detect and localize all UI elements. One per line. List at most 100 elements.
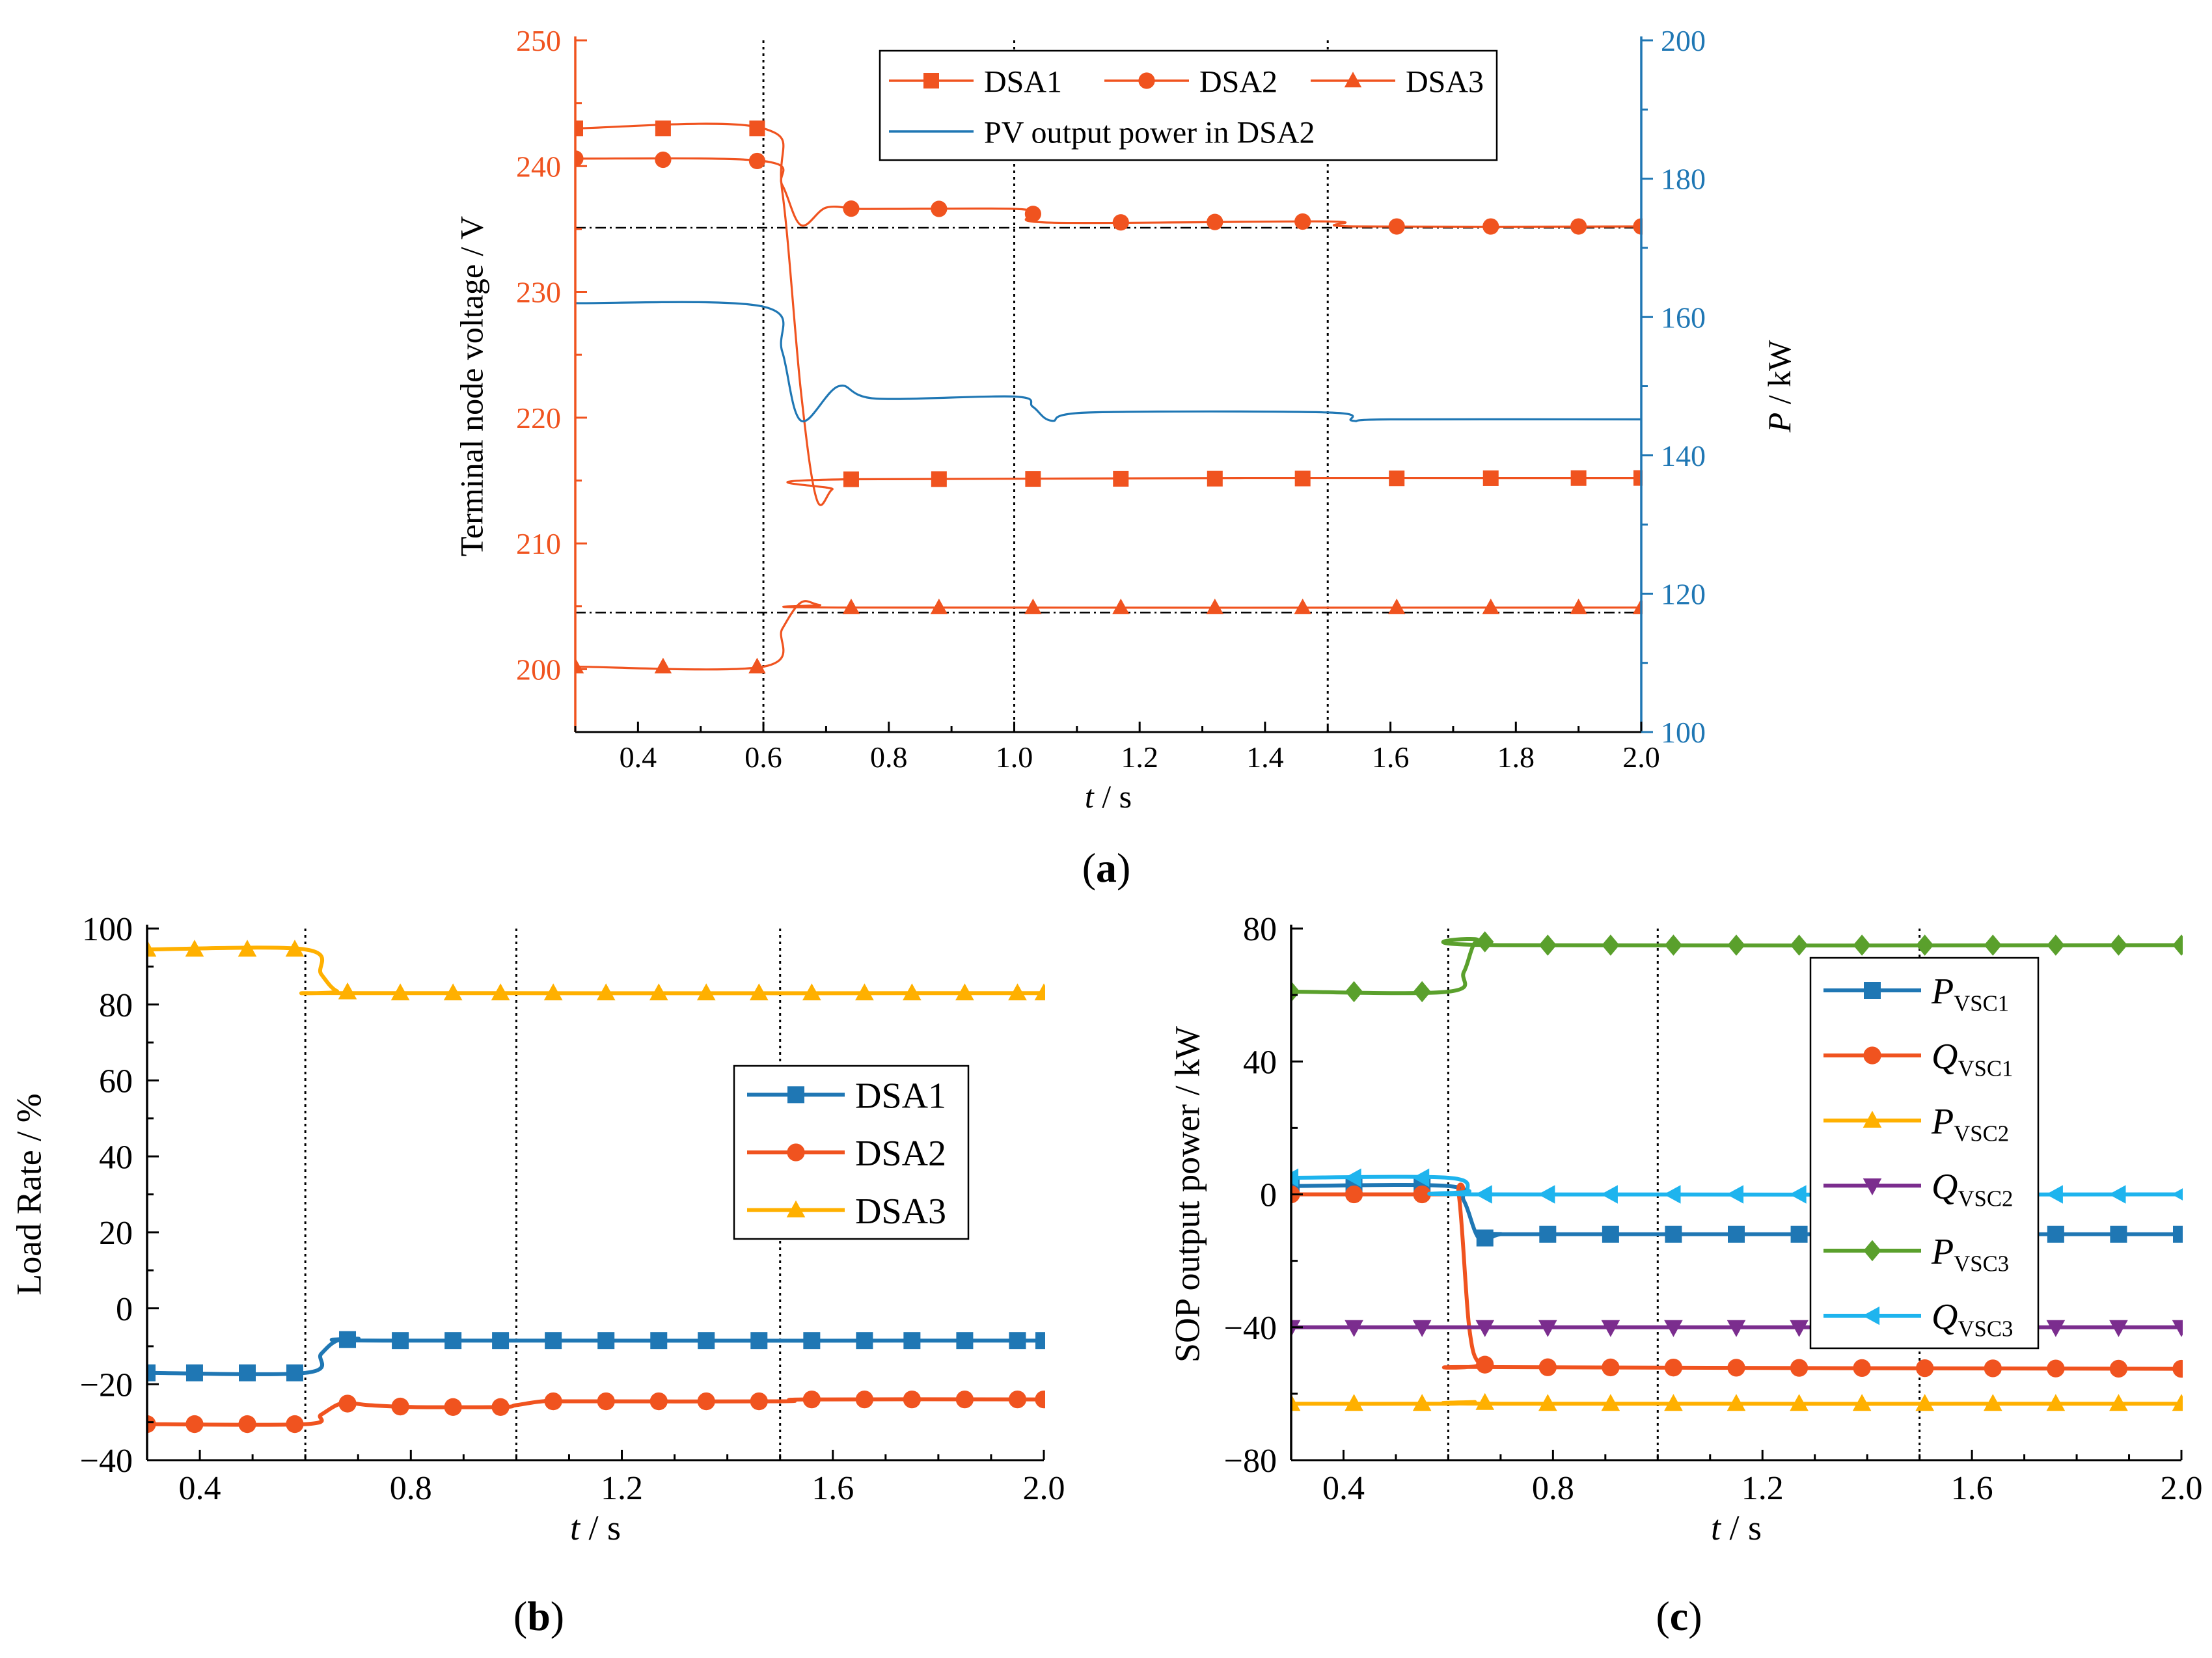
y-right-tick-label: 160 bbox=[1661, 301, 1706, 334]
series-marker-dsa3-8 bbox=[543, 983, 563, 1001]
y-right-tick-label: 200 bbox=[1661, 24, 1706, 57]
x-tick-label: 2.0 bbox=[1023, 1470, 1065, 1507]
series-marker-dsa2-14 bbox=[855, 1390, 874, 1409]
series-marker-pvsc3-8 bbox=[1790, 934, 1809, 956]
series-line-dsa1 bbox=[575, 122, 1642, 506]
series-marker-pvsc3-7 bbox=[1727, 934, 1745, 956]
series-marker-qvsc3-5 bbox=[1600, 1185, 1618, 1204]
series-marker-pvsc2-6 bbox=[1664, 1394, 1683, 1411]
series-marker-pvsc2-11 bbox=[1984, 1394, 2002, 1411]
series-marker-pvsc1-6 bbox=[1665, 1225, 1682, 1243]
series-marker-pvsc1-7 bbox=[1728, 1225, 1745, 1243]
x-tick-label: 1.0 bbox=[996, 741, 1033, 774]
y-tick-label: 40 bbox=[1243, 1044, 1277, 1081]
y-tick-label: −40 bbox=[80, 1443, 133, 1480]
series-marker-pvsc2-3 bbox=[1475, 1393, 1495, 1410]
series-marker-qvsc3-6 bbox=[1663, 1185, 1681, 1204]
y-tick-label: −40 bbox=[1224, 1310, 1277, 1347]
series-marker-qvsc1-8 bbox=[1790, 1359, 1809, 1377]
series-marker-qvsc3-1 bbox=[1344, 1168, 1361, 1188]
series-marker-dsa2-10 bbox=[649, 1392, 668, 1411]
series-marker-dsa3-12 bbox=[749, 983, 769, 1001]
y-tick-label: 20 bbox=[99, 1215, 133, 1252]
x-tick-label: 0.4 bbox=[620, 741, 657, 774]
x-tick-label: 1.8 bbox=[1497, 741, 1535, 774]
series-marker-dsa3-11 bbox=[1570, 598, 1587, 614]
series-marker-dsa1-9 bbox=[1389, 470, 1405, 487]
panel-c-sop-power-chart: 0.4 0.8 1.2 1.6 2.0 −80 −40 0 40 80 t / s SOP outpu… bbox=[1167, 911, 2202, 1639]
series-marker-dsa1-17 bbox=[1009, 1332, 1026, 1350]
series-marker-qvsc2-0 bbox=[1291, 1320, 1301, 1337]
series-marker-dsa1-8 bbox=[545, 1332, 562, 1350]
x-tick-label: 1.6 bbox=[1951, 1470, 1993, 1507]
series-marker-qvsc2-6 bbox=[1664, 1320, 1683, 1337]
series-marker-dsa3-17 bbox=[1008, 983, 1027, 1001]
panel-b-load-rate-chart: 0.4 0.8 1.2 1.6 2.0 −40 −20 0 20 40 60 80 100 t / s Lo… bbox=[9, 911, 1065, 1639]
plot-area-b bbox=[147, 940, 1045, 1434]
series-marker-pvsc3-4 bbox=[1538, 934, 1557, 956]
legend-entry-label: PV output power in DSA2 bbox=[984, 115, 1315, 150]
series-marker-dsa1-9 bbox=[597, 1332, 615, 1350]
legend-swatch-marker bbox=[1863, 1306, 1880, 1325]
series-marker-pvsc2-9 bbox=[1852, 1394, 1872, 1411]
legend-entry-label: PVSC2 bbox=[1931, 1102, 2009, 1146]
series-marker-pvsc2-12 bbox=[2046, 1394, 2066, 1411]
panel-label-c: (c) bbox=[1656, 1593, 1702, 1639]
series-marker-dsa1-7 bbox=[492, 1332, 510, 1350]
legend-swatch-marker bbox=[786, 1200, 806, 1217]
series-marker-dsa3-5 bbox=[1024, 598, 1042, 614]
series-marker-pvsc1-8 bbox=[1790, 1225, 1808, 1243]
series-marker-pvsc1-13 bbox=[2110, 1225, 2127, 1243]
y-tick-label: 100 bbox=[82, 911, 133, 948]
legend-entry-label: QVSC3 bbox=[1932, 1297, 2013, 1341]
x-tick-label: 0.4 bbox=[179, 1470, 221, 1507]
x-tick-label: 1.4 bbox=[1246, 741, 1284, 774]
legend-swatch-marker bbox=[1863, 1046, 1881, 1065]
series-marker-dsa3-7 bbox=[1206, 598, 1223, 614]
series-marker-qvsc3-14 bbox=[2172, 1188, 2183, 1201]
series-marker-qvsc1-7 bbox=[1727, 1359, 1745, 1377]
y-tick-label: 220 bbox=[516, 401, 561, 435]
x-tick-label: 2.0 bbox=[2161, 1470, 2203, 1507]
y-tick-label: 40 bbox=[99, 1139, 133, 1176]
y-tick-label: 250 bbox=[516, 24, 561, 57]
x-tick-label: 0.6 bbox=[744, 741, 782, 774]
series-marker-qvsc2-1 bbox=[1345, 1320, 1363, 1337]
series-marker-dsa2-18 bbox=[1035, 1390, 1045, 1409]
series-marker-dsa3-7 bbox=[491, 983, 510, 1001]
series-marker-pvsc3-1 bbox=[1345, 981, 1363, 1003]
legend-entry-label: DSA3 bbox=[1406, 64, 1484, 99]
series-marker-dsa1-2 bbox=[239, 1364, 256, 1381]
series-marker-qvsc1-2 bbox=[1413, 1185, 1431, 1204]
x-tick-label: 1.2 bbox=[601, 1470, 643, 1507]
y-tick-label: 60 bbox=[99, 1063, 133, 1100]
series-marker-pvsc2-14 bbox=[2172, 1394, 2183, 1411]
series-marker-pvsc2-1 bbox=[1345, 1394, 1363, 1411]
series-marker-qvsc3-13 bbox=[2109, 1185, 2126, 1204]
legend-swatch-marker bbox=[1864, 982, 1881, 999]
series-marker-dsa2-3 bbox=[286, 1415, 304, 1434]
series-marker-dsa2-4 bbox=[931, 200, 948, 217]
series-marker-dsa2-6 bbox=[444, 1398, 462, 1416]
series-marker-qvsc2-5 bbox=[1601, 1320, 1620, 1337]
series-marker-pvsc2-0 bbox=[1291, 1394, 1301, 1411]
series-marker-qvsc2-4 bbox=[1538, 1320, 1557, 1337]
series-marker-pvsc3-5 bbox=[1602, 934, 1620, 956]
series-marker-dsa3-16 bbox=[955, 983, 974, 1001]
series-marker-qvsc2-3 bbox=[1475, 1320, 1495, 1337]
legend-swatch-marker bbox=[923, 73, 939, 88]
series-marker-dsa3-4 bbox=[930, 598, 948, 614]
series-marker-dsa1-16 bbox=[956, 1332, 974, 1350]
series-marker-dsa2-5 bbox=[391, 1397, 409, 1416]
series-marker-pvsc2-2 bbox=[1412, 1394, 1432, 1411]
x-tick-label: 0.8 bbox=[870, 741, 908, 774]
series-marker-pvsc1-3 bbox=[1476, 1229, 1494, 1247]
legend-swatch-marker bbox=[1138, 72, 1155, 89]
series-marker-dsa3-3 bbox=[285, 940, 305, 957]
series-marker-dsa1-3 bbox=[286, 1364, 303, 1381]
series-line-dsa3 bbox=[147, 945, 1045, 996]
series-marker-pvsc3-13 bbox=[2109, 934, 2128, 956]
y-right-tick-label: 100 bbox=[1661, 716, 1706, 749]
series-marker-dsa1-12 bbox=[750, 1332, 768, 1350]
